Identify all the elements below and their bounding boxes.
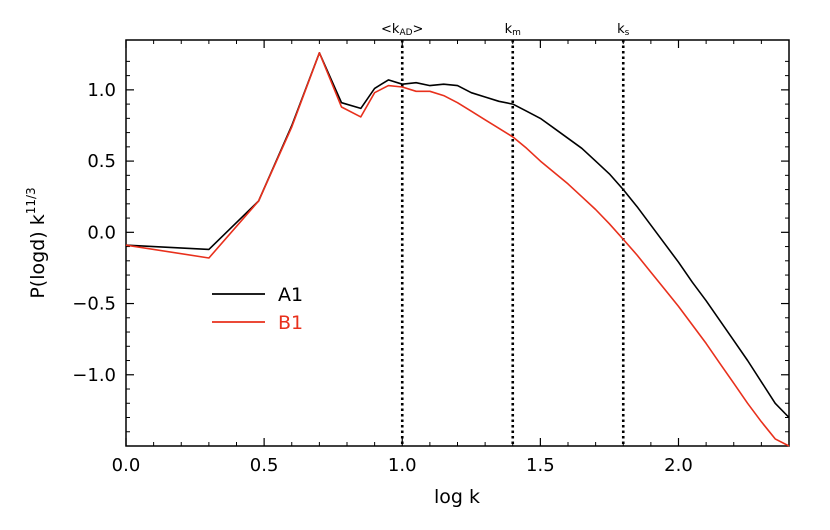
- ticks-layer: 0.0 0.5 1.0 1.5 2.0 −1.0 −0.5 0.0 0.5 1.0: [72, 40, 789, 476]
- marker-label-main: k: [617, 22, 625, 37]
- x-tick-label: 2.0: [664, 455, 693, 476]
- plot-frame: [125, 39, 790, 447]
- y-tick-label: 0.0: [87, 222, 116, 243]
- x-axis-title: log k: [434, 486, 480, 508]
- vertical-marker-label: <kAD>: [381, 22, 423, 38]
- series-layer: [125, 51, 790, 447]
- y-tick-label: 1.0: [87, 80, 116, 101]
- marker-label-suffix: >: [413, 22, 424, 37]
- x-tick-label: 1.0: [388, 455, 417, 476]
- series-line-b1: [125, 51, 790, 447]
- series-line-a1: [125, 51, 790, 419]
- vertical-markers: <kAD> km ks: [381, 22, 630, 446]
- marker-label-main: k: [505, 22, 513, 37]
- y-axis-title-main: P(logd) k: [27, 214, 49, 298]
- y-axis-title-superscript: 11/3: [24, 187, 38, 214]
- y-tick-label: −1.0: [72, 365, 116, 386]
- x-tick-label: 0.5: [250, 455, 279, 476]
- vertical-marker-label: ks: [617, 22, 630, 38]
- x-tick-label: 0.0: [112, 455, 141, 476]
- legend-label-b1: B1: [278, 312, 303, 334]
- y-axis-title: P(logd) k11/3: [24, 187, 49, 298]
- marker-label-subscript: m: [512, 28, 521, 38]
- marker-label-subscript: s: [625, 28, 630, 38]
- vertical-marker-label: km: [505, 22, 521, 38]
- legend-label-a1: A1: [278, 284, 303, 306]
- y-tick-label: 0.5: [87, 151, 116, 172]
- marker-label-subscript: AD: [399, 28, 412, 38]
- x-tick-label: 1.5: [526, 455, 555, 476]
- marker-label-main: <k: [381, 22, 400, 37]
- y-tick-label: −0.5: [72, 294, 116, 315]
